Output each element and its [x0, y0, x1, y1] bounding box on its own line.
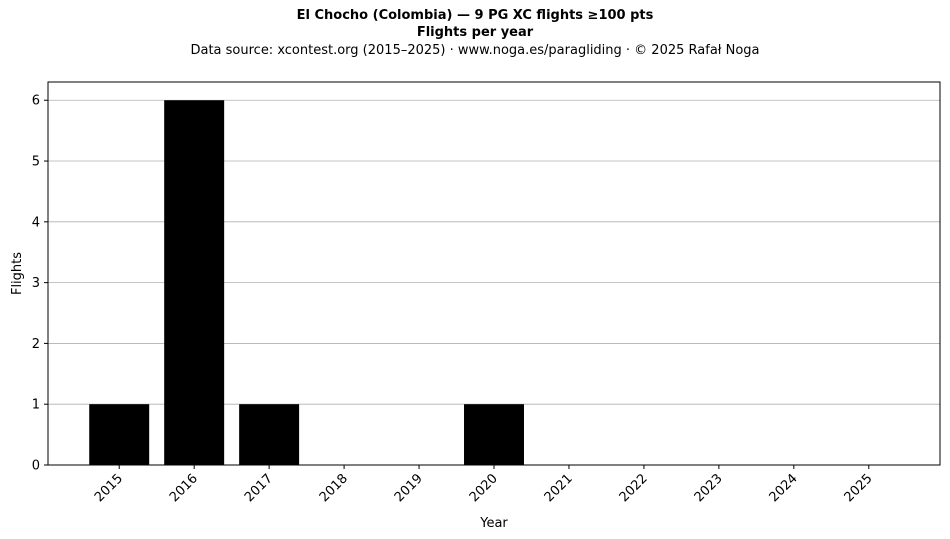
- chart-source-note: Data source: xcontest.org (2015–2025) · …: [190, 43, 760, 58]
- x-axis-label: Year: [479, 516, 508, 531]
- chart-subtitle: Flights per year: [416, 25, 534, 40]
- x-tick-label: 2019: [392, 471, 426, 505]
- x-tick-label: 2025: [842, 471, 876, 505]
- x-tick-label: 2023: [692, 471, 726, 505]
- x-tick-label: 2016: [167, 471, 201, 505]
- y-tick-label: 0: [32, 459, 40, 474]
- x-tick-label: 2022: [617, 471, 651, 505]
- bar-2017: [239, 404, 300, 465]
- x-tick-label: 2021: [542, 471, 576, 505]
- x-tick-label: 2020: [467, 471, 501, 505]
- x-tick-label: 2015: [92, 471, 126, 505]
- bar-2015: [89, 404, 150, 465]
- bar-2020: [464, 404, 524, 465]
- bar-2016: [164, 100, 225, 465]
- x-tick-label: 2024: [767, 471, 801, 505]
- y-tick-label: 3: [32, 276, 40, 291]
- y-tick-label: 2: [32, 337, 40, 352]
- y-tick-label: 6: [32, 94, 40, 109]
- x-tick-label: 2018: [317, 471, 351, 505]
- chart-title: El Chocho (Colombia) — 9 PG XC flights ≥…: [296, 8, 654, 23]
- x-tick-label: 2017: [242, 471, 276, 505]
- y-tick-label: 4: [32, 215, 40, 230]
- y-tick-label: 1: [32, 398, 40, 413]
- y-tick-label: 5: [32, 155, 40, 170]
- y-axis-label: Flights: [10, 252, 25, 295]
